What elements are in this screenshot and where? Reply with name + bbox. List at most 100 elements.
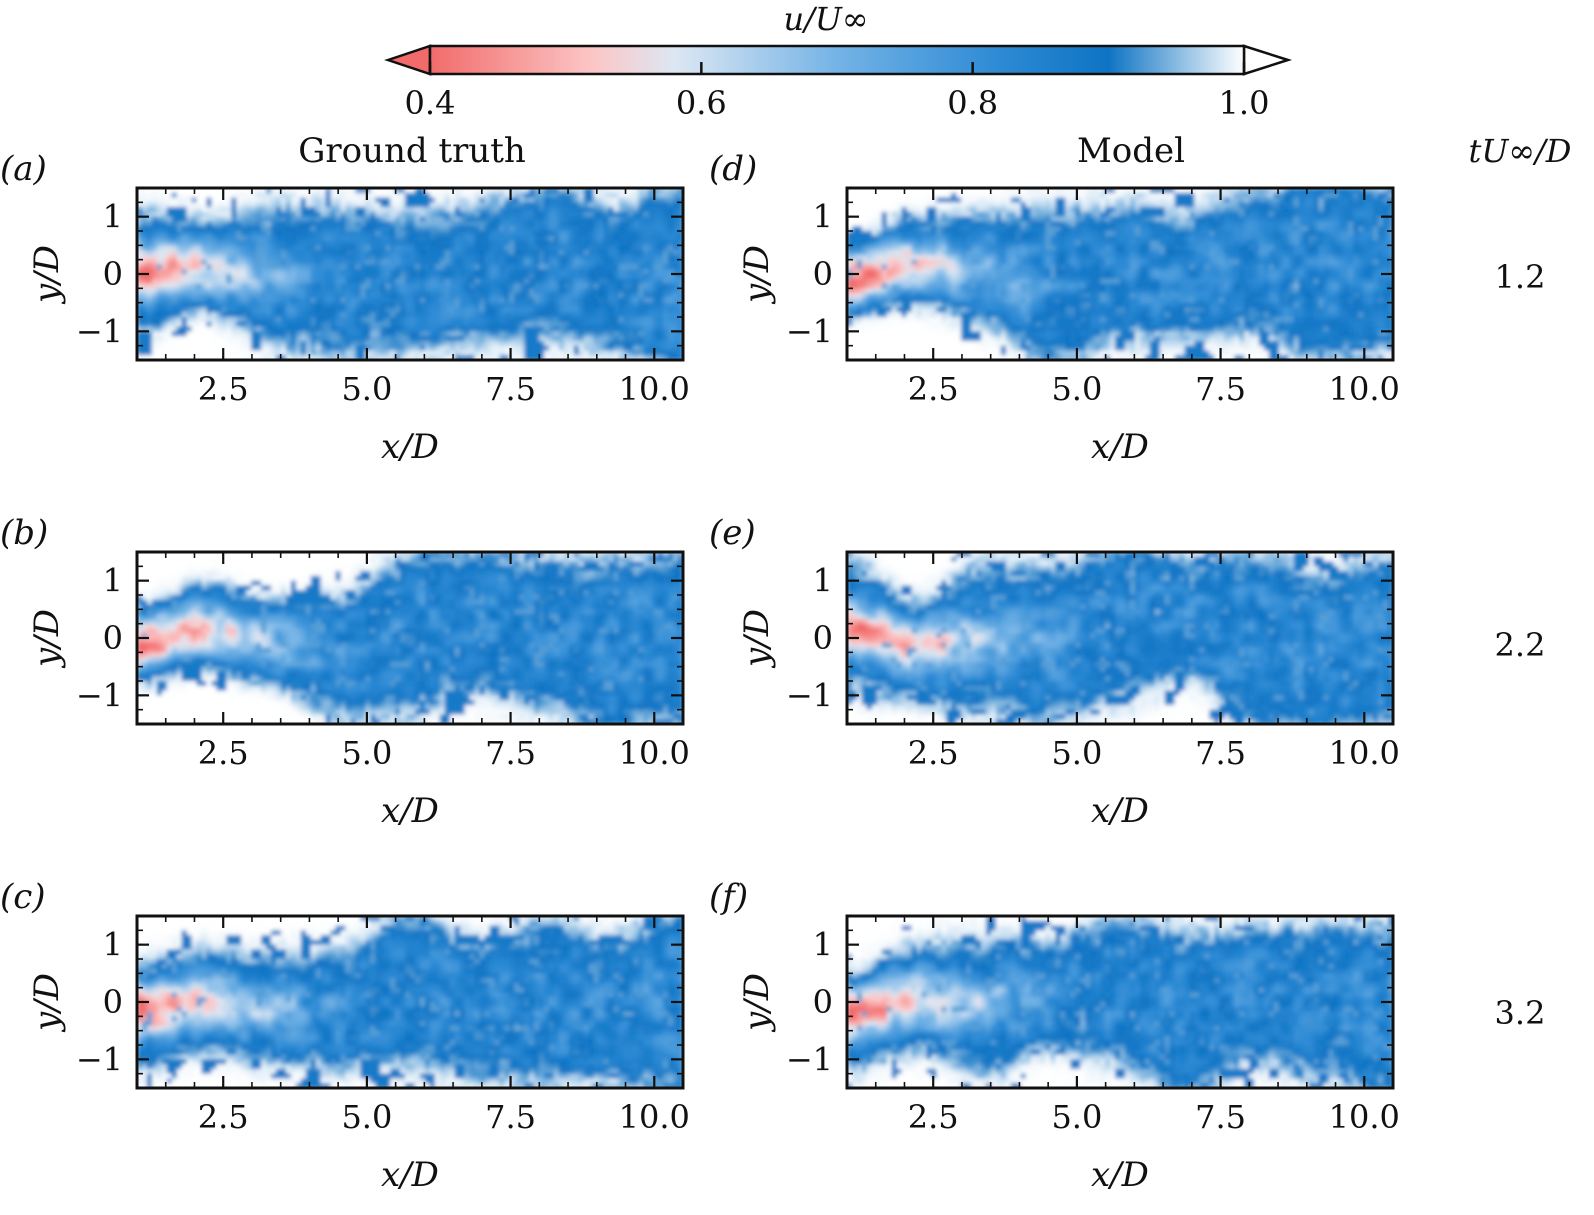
heatmap-cell [509,254,515,261]
heatmap-cell [226,211,232,218]
heatmap-cell [995,216,1002,223]
heatmap-cell [548,278,555,285]
heatmap-cell [251,288,257,294]
heatmap-cell [161,264,168,270]
heatmap-cell [419,269,426,275]
heatmap-cell [648,274,654,280]
heatmap-cell [261,288,267,294]
heatmap-cell [588,226,595,232]
heatmap-cell [678,345,683,352]
heatmap-cell [951,202,957,208]
heatmap-cell [444,350,451,356]
heatmap-cell [1129,211,1136,218]
heatmap-cell [504,188,510,194]
heatmap-cell [345,283,352,289]
heatmap-cell [1293,216,1300,223]
heatmap-cell [266,288,272,294]
heatmap-cell [410,269,416,275]
heatmap-cell [658,331,664,337]
heatmap-cell [613,192,620,199]
heatmap-cell [628,312,634,318]
heatmap-cell [578,331,585,337]
heatmap-cell [871,207,878,213]
heatmap-cell [553,211,560,218]
heatmap-cell [395,269,401,275]
heatmap-cell [385,188,391,194]
heatmap-cell [573,283,580,289]
heatmap-cell [514,202,520,208]
heatmap-cell [141,202,148,208]
heatmap-cell [985,221,992,227]
heatmap-cell [325,293,332,299]
heatmap-cell [256,331,262,337]
heatmap-cell [330,207,337,213]
heatmap-cell [166,312,173,318]
heatmap-cell [206,350,213,356]
heatmap-cell [1278,192,1285,199]
heatmap-cell [613,321,620,328]
heatmap-cell [911,221,918,227]
heatmap-cell [553,231,560,237]
heatmap-cell [201,312,208,318]
heatmap-cell [1045,192,1052,199]
heatmap-cell [856,188,863,194]
heatmap-cell [668,269,674,275]
heatmap-cell [548,231,555,237]
heatmap-cell [583,245,590,251]
heatmap-cell [504,355,510,360]
heatmap-cell [146,297,153,304]
heatmap-cell [434,240,441,246]
heatmap-cell [221,317,227,323]
heatmap-cell [578,188,585,194]
heatmap-cell [578,317,585,323]
heatmap-cell [678,202,683,208]
heatmap-cell [256,226,262,232]
heatmap-cell [1110,221,1116,227]
heatmap-cell [360,307,366,313]
heatmap-cell [514,245,520,251]
heatmap-cell [1214,188,1220,194]
heatmap-cell [226,331,232,337]
heatmap-cell [266,293,272,299]
heatmap-cell [1085,216,1091,223]
heatmap-cell [1169,192,1176,199]
heatmap-cell [261,211,267,218]
heatmap-cell [906,207,913,213]
heatmap-cell [856,202,863,208]
heatmap-cell [494,216,500,223]
heatmap-cell [504,307,510,313]
heatmap-cell [638,197,644,203]
heatmap-cell [633,188,639,194]
heatmap-cell [151,302,158,309]
heatmap-cell [544,293,550,299]
heatmap-cell [573,345,580,352]
heatmap-cell [325,321,332,328]
heatmap-cell [419,278,426,285]
heatmap-cell [494,345,500,352]
heatmap-cell [479,336,486,342]
heatmap-cell [275,250,282,256]
heatmap-cell [454,340,461,347]
heatmap-cell [305,240,312,246]
heatmap-cell [206,221,213,227]
heatmap-cell [1343,192,1349,199]
heatmap-cell [638,307,644,313]
heatmap-cell [548,250,555,256]
heatmap-cell [638,312,644,318]
heatmap-cell [251,293,257,299]
heatmap-cell [216,245,222,251]
heatmap-cell [137,188,143,194]
heatmap-cell [151,326,158,332]
heatmap-cell [539,355,545,360]
heatmap-cell [241,231,247,237]
heatmap-cell [201,317,208,323]
heatmap-cell [390,278,396,285]
heatmap-cell [593,207,600,213]
heatmap-cell [1055,207,1062,213]
heatmap-cell [424,211,431,218]
heatmap-cell [623,340,629,347]
heatmap-cell [1244,207,1250,213]
heatmap-cell [553,192,560,199]
heatmap-cell [563,245,570,251]
heatmap-cell [429,283,436,289]
